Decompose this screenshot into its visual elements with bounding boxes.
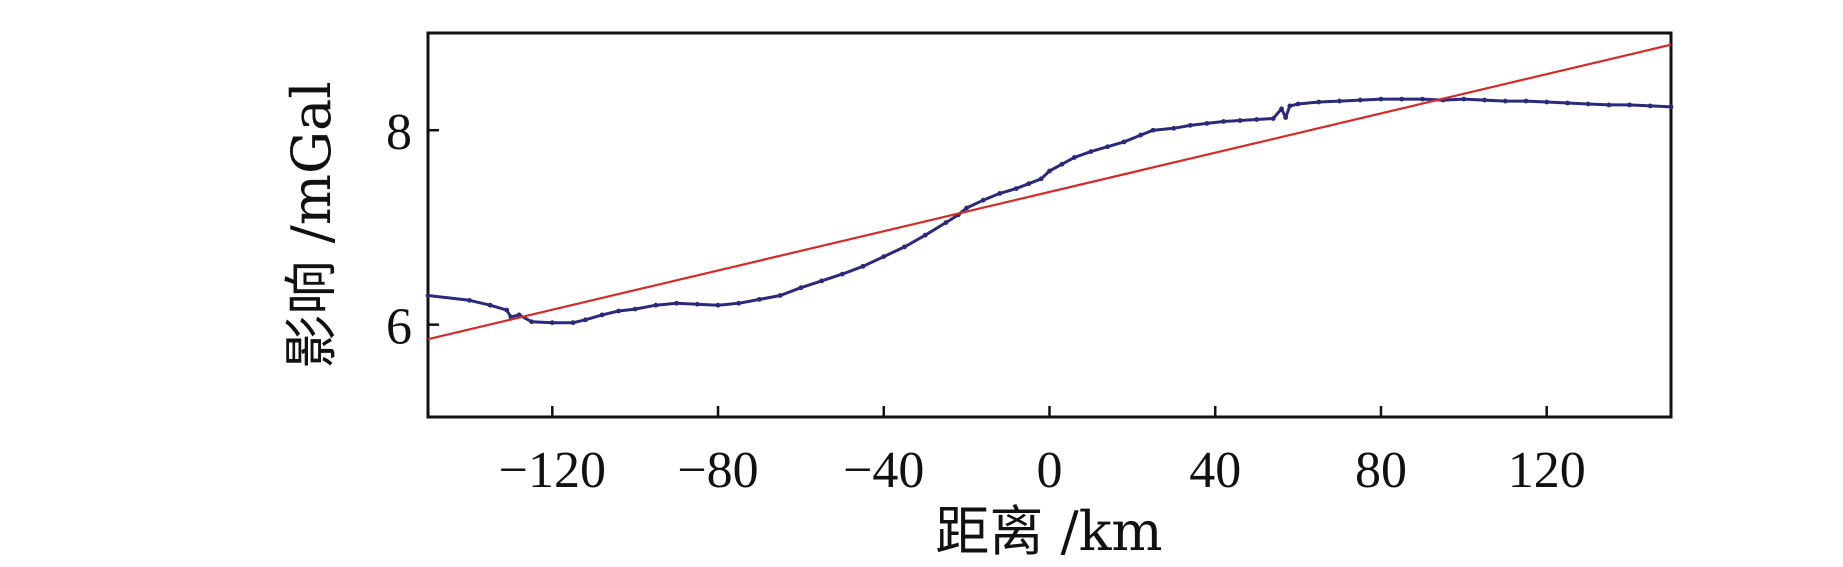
series-0-point xyxy=(1668,104,1674,110)
series-0-point xyxy=(777,293,783,298)
series-0-point xyxy=(1523,98,1529,104)
series-0-point xyxy=(1627,102,1632,108)
series-0-point xyxy=(632,306,638,312)
series-0-point xyxy=(881,254,887,259)
series-0-point xyxy=(1150,127,1156,133)
series-layer xyxy=(425,43,1674,341)
series-0-point xyxy=(570,320,576,326)
series-0-point xyxy=(1565,100,1570,106)
series-0-point xyxy=(819,278,825,284)
series-0-point xyxy=(798,285,804,291)
series-0-point xyxy=(1295,101,1301,107)
series-0-point xyxy=(1026,181,1032,187)
series-0-point xyxy=(487,302,493,308)
series-0-point xyxy=(1279,106,1284,112)
series-0-point xyxy=(1461,96,1467,102)
series-0-point xyxy=(860,263,866,269)
y-tick-label: 8 xyxy=(386,104,412,161)
series-0-point xyxy=(980,197,986,203)
series-0-point xyxy=(508,314,514,320)
series-0-point xyxy=(1337,98,1342,104)
series-0-point xyxy=(1254,117,1260,122)
series-0-line xyxy=(427,97,1672,325)
series-0-point xyxy=(922,232,928,238)
series-0-point xyxy=(1378,96,1384,102)
series-1-line xyxy=(427,43,1672,341)
series-0-point xyxy=(1544,99,1550,105)
series-0-point xyxy=(1399,96,1405,102)
series-0-point xyxy=(516,312,522,318)
x-tick-label: 80 xyxy=(1355,442,1407,499)
x-tick-label: 0 xyxy=(1037,442,1063,499)
series-0-point xyxy=(1482,97,1487,103)
x-tick-label: 120 xyxy=(1508,442,1586,499)
series-0-point xyxy=(1187,122,1193,128)
series-0-point xyxy=(997,191,1003,196)
series-0-point xyxy=(529,319,534,325)
series-0-point xyxy=(1316,99,1322,105)
series-0-point xyxy=(467,297,472,303)
series-0-point xyxy=(549,320,555,326)
x-tick-label: −80 xyxy=(677,442,758,499)
series-0-point xyxy=(902,244,907,250)
series-0-point xyxy=(839,271,845,277)
series-0-point xyxy=(1357,97,1363,103)
series-0-point xyxy=(1270,116,1276,121)
series-0-point xyxy=(1420,96,1425,102)
series-0-point xyxy=(1647,103,1653,109)
series-0-point xyxy=(616,308,621,314)
series-0-point xyxy=(1138,132,1144,138)
series-0-point xyxy=(1283,115,1289,120)
series-0-point xyxy=(1287,103,1293,109)
series-0-point xyxy=(715,302,721,308)
tick-layer: −120 −80 −40 0 40 80 120 6 8 xyxy=(386,104,1586,499)
series-0-point xyxy=(964,205,970,211)
series-0-point xyxy=(583,317,588,323)
series-0-point xyxy=(1221,119,1226,124)
series-0-point xyxy=(1088,149,1094,155)
x-tick-label: −40 xyxy=(843,442,924,499)
series-0-point xyxy=(1071,155,1077,160)
y-tick-label: 6 xyxy=(386,299,412,356)
series-0-point xyxy=(599,312,605,318)
series-0-point xyxy=(1171,125,1177,131)
series-0-point xyxy=(653,302,659,308)
series-0-point xyxy=(1502,98,1508,104)
series-0-point xyxy=(694,301,700,307)
series-0-point xyxy=(943,220,949,225)
plot-frame xyxy=(426,31,1673,419)
series-0-point xyxy=(1013,186,1019,191)
series-0-point xyxy=(1047,168,1052,174)
series-0-point xyxy=(425,293,431,298)
series-0-point xyxy=(1038,176,1044,182)
series-0-point xyxy=(1105,144,1110,150)
series-0-point xyxy=(1606,102,1612,108)
series-0-point xyxy=(1121,139,1127,145)
x-axis-label: 距离 /km xyxy=(935,500,1162,563)
series-0-point xyxy=(674,300,679,306)
series-0-point xyxy=(1237,118,1243,123)
x-tick-label: 40 xyxy=(1189,442,1241,499)
x-tick-label: −120 xyxy=(499,442,606,499)
series-0-point xyxy=(757,296,762,302)
series-0-point xyxy=(1204,121,1210,126)
series-0-point xyxy=(504,307,510,313)
series-0-point xyxy=(736,300,742,306)
y-axis-label: 影响 /mGal xyxy=(280,81,343,368)
series-0-point xyxy=(1059,161,1065,167)
series-0-point xyxy=(1585,101,1591,107)
